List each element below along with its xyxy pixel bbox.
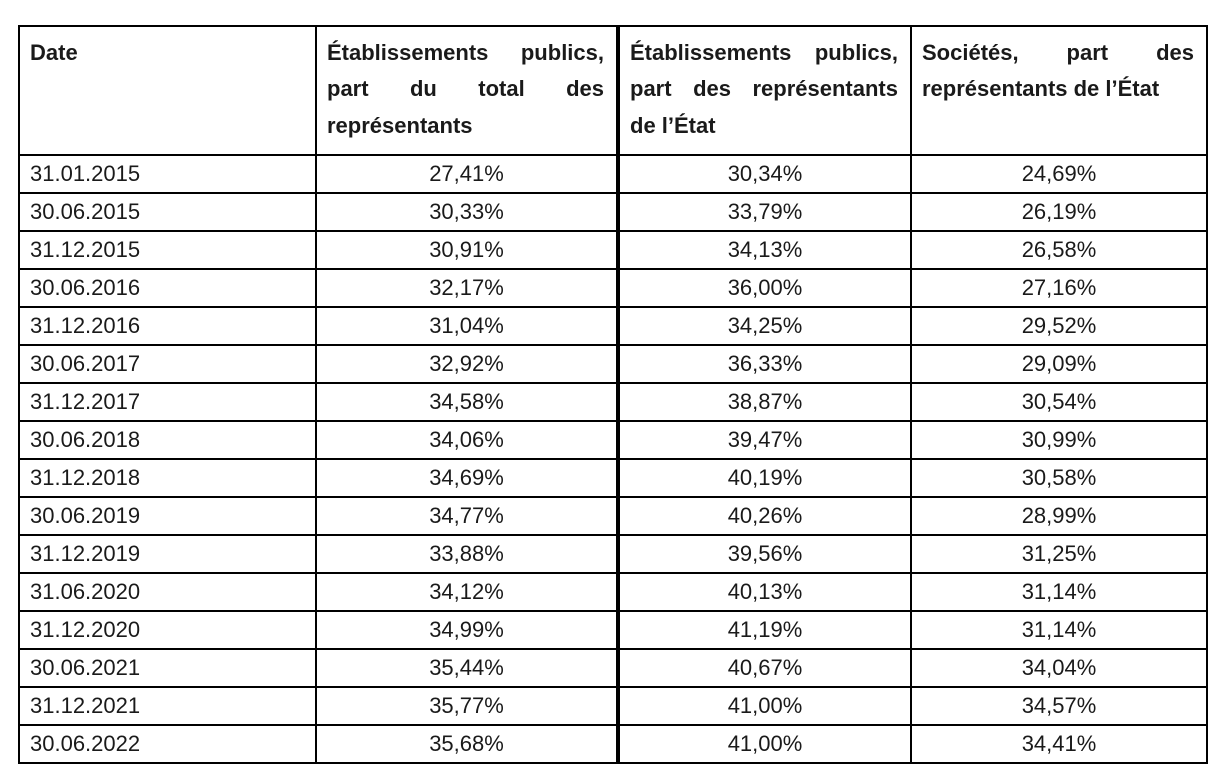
table-row: 30.06.2022 35,68% 41,00% 34,41% [18, 723, 1208, 764]
value-cell: 34,06% [315, 419, 619, 460]
date-cell: 31.12.2018 [18, 457, 317, 498]
value-cell: 39,47% [616, 419, 912, 460]
table-body: 31.01.2015 27,41% 30,34% 24,69% 30.06.2015 30… [18, 153, 1208, 764]
value-cell: 29,52% [910, 305, 1208, 346]
table-row: 30.06.2019 34,77% 40,26% 28,99% [18, 495, 1208, 536]
value-cell: 30,54% [910, 381, 1208, 422]
data-table: Date Établissements publics, part du tot… [18, 25, 1208, 764]
value-cell: 26,58% [910, 229, 1208, 270]
value-cell: 27,41% [315, 153, 619, 194]
value-cell: 41,00% [616, 723, 912, 764]
value-cell: 34,41% [910, 723, 1208, 764]
date-cell: 30.06.2018 [18, 419, 317, 460]
value-cell: 30,33% [315, 191, 619, 232]
table-row: 31.12.2021 35,77% 41,00% 34,57% [18, 685, 1208, 726]
table-row: 31.12.2015 30,91% 34,13% 26,58% [18, 229, 1208, 270]
date-cell: 30.06.2021 [18, 647, 317, 688]
header-etablissements-total: Établissements publics, part du total de… [315, 25, 619, 156]
value-cell: 41,00% [616, 685, 912, 726]
value-cell: 41,19% [616, 609, 912, 650]
table-row: 31.12.2019 33,88% 39,56% 31,25% [18, 533, 1208, 574]
table-row: 30.06.2017 32,92% 36,33% 29,09% [18, 343, 1208, 384]
value-cell: 34,99% [315, 609, 619, 650]
value-cell: 36,33% [616, 343, 912, 384]
value-cell: 40,19% [616, 457, 912, 498]
value-cell: 31,14% [910, 571, 1208, 612]
date-cell: 30.06.2022 [18, 723, 317, 764]
date-cell: 31.12.2015 [18, 229, 317, 270]
date-cell: 31.12.2017 [18, 381, 317, 422]
table-row: 30.06.2021 35,44% 40,67% 34,04% [18, 647, 1208, 688]
date-cell: 31.12.2016 [18, 305, 317, 346]
table-row: 31.12.2017 34,58% 38,87% 30,54% [18, 381, 1208, 422]
value-cell: 39,56% [616, 533, 912, 574]
value-cell: 30,34% [616, 153, 912, 194]
value-cell: 40,67% [616, 647, 912, 688]
table-row: 31.12.2016 31,04% 34,25% 29,52% [18, 305, 1208, 346]
value-cell: 30,91% [315, 229, 619, 270]
table-row: 30.06.2015 30,33% 33,79% 26,19% [18, 191, 1208, 232]
header-etablissements-etat: Établissements publics, part des représe… [616, 25, 912, 156]
value-cell: 35,44% [315, 647, 619, 688]
value-cell: 31,04% [315, 305, 619, 346]
table-container: Date Établissements publics, part du tot… [18, 25, 1208, 764]
date-cell: 30.06.2019 [18, 495, 317, 536]
value-cell: 32,92% [315, 343, 619, 384]
value-cell: 38,87% [616, 381, 912, 422]
value-cell: 30,58% [910, 457, 1208, 498]
value-cell: 31,25% [910, 533, 1208, 574]
value-cell: 28,99% [910, 495, 1208, 536]
value-cell: 36,00% [616, 267, 912, 308]
value-cell: 27,16% [910, 267, 1208, 308]
value-cell: 34,13% [616, 229, 912, 270]
date-cell: 31.06.2020 [18, 571, 317, 612]
value-cell: 24,69% [910, 153, 1208, 194]
value-cell: 35,77% [315, 685, 619, 726]
table-row: 30.06.2016 32,17% 36,00% 27,16% [18, 267, 1208, 308]
value-cell: 35,68% [315, 723, 619, 764]
table-row: 30.06.2018 34,06% 39,47% 30,99% [18, 419, 1208, 460]
value-cell: 29,09% [910, 343, 1208, 384]
value-cell: 26,19% [910, 191, 1208, 232]
table-row: 31.12.2018 34,69% 40,19% 30,58% [18, 457, 1208, 498]
value-cell: 34,25% [616, 305, 912, 346]
value-cell: 33,88% [315, 533, 619, 574]
date-cell: 30.06.2017 [18, 343, 317, 384]
value-cell: 33,79% [616, 191, 912, 232]
date-cell: 31.12.2021 [18, 685, 317, 726]
date-cell: 31.01.2015 [18, 153, 317, 194]
table-row: 31.12.2020 34,99% 41,19% 31,14% [18, 609, 1208, 650]
value-cell: 30,99% [910, 419, 1208, 460]
table-row: 31.01.2015 27,41% 30,34% 24,69% [18, 153, 1208, 194]
value-cell: 34,77% [315, 495, 619, 536]
value-cell: 32,17% [315, 267, 619, 308]
header-date: Date [18, 25, 317, 156]
value-cell: 34,57% [910, 685, 1208, 726]
header-row: Date Établissements publics, part du tot… [18, 25, 1208, 156]
header-societes-etat: Sociétés, part des représentants de l’Ét… [910, 25, 1208, 156]
value-cell: 34,12% [315, 571, 619, 612]
table-row: 31.06.2020 34,12% 40,13% 31,14% [18, 571, 1208, 612]
value-cell: 34,04% [910, 647, 1208, 688]
value-cell: 40,13% [616, 571, 912, 612]
date-cell: 31.12.2020 [18, 609, 317, 650]
value-cell: 31,14% [910, 609, 1208, 650]
date-cell: 31.12.2019 [18, 533, 317, 574]
value-cell: 34,69% [315, 457, 619, 498]
date-cell: 30.06.2016 [18, 267, 317, 308]
value-cell: 40,26% [616, 495, 912, 536]
date-cell: 30.06.2015 [18, 191, 317, 232]
value-cell: 34,58% [315, 381, 619, 422]
table-header: Date Établissements publics, part du tot… [18, 25, 1208, 156]
